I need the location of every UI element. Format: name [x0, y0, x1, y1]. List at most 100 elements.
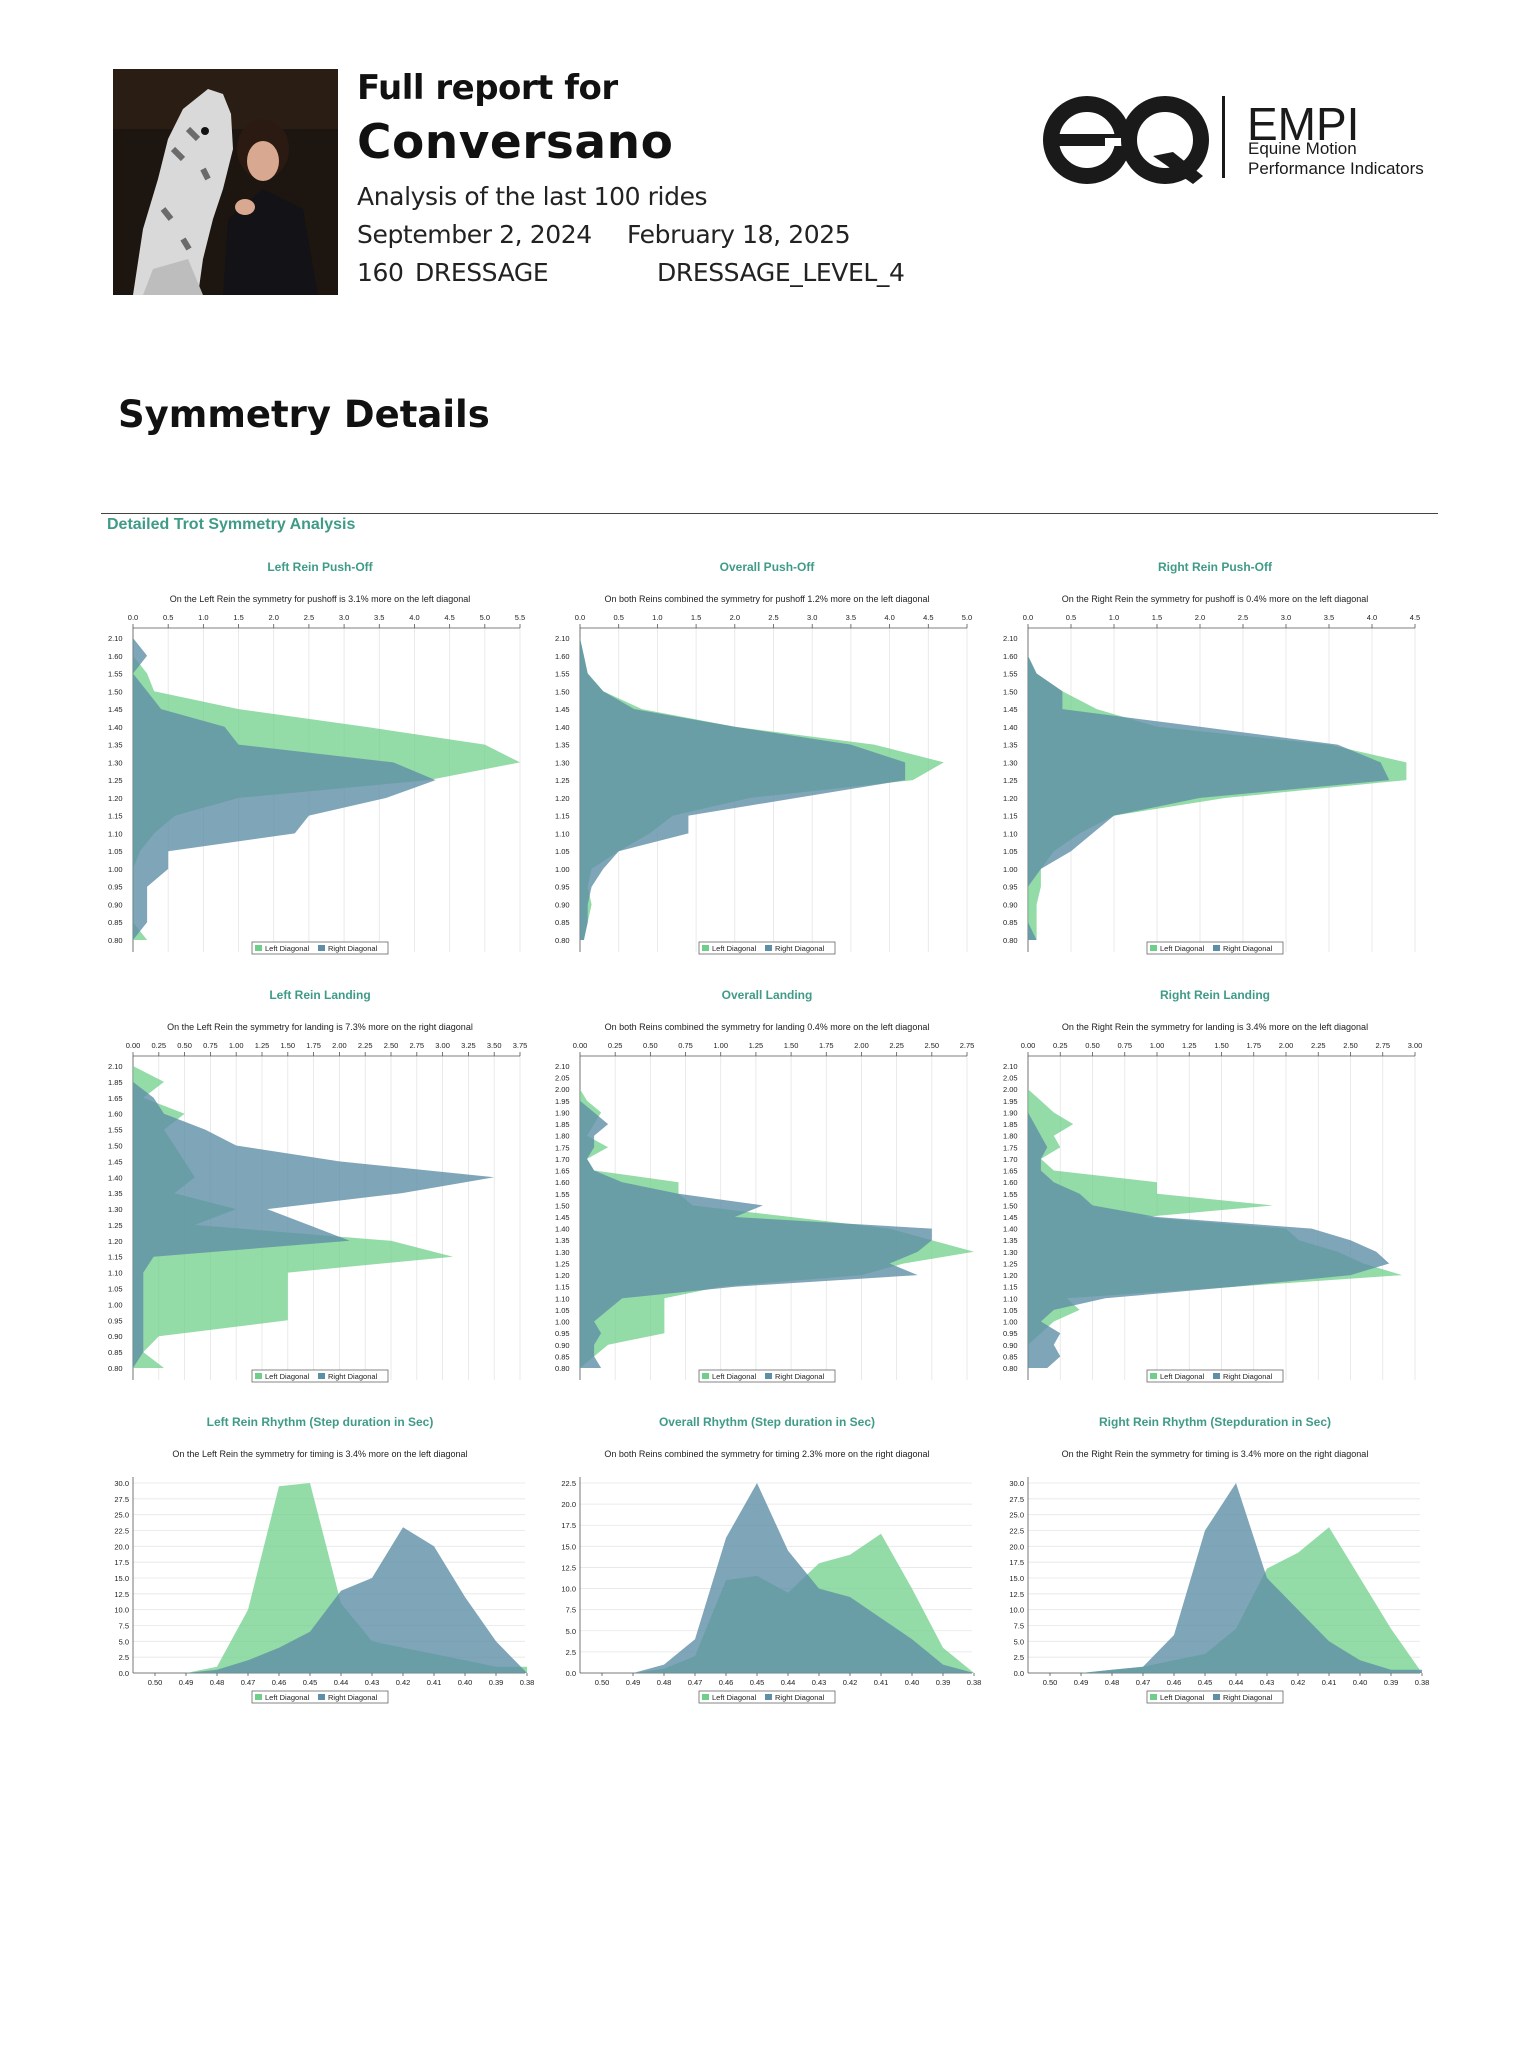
report-header: Full report for Conversano Analysis of t…	[357, 66, 905, 292]
x-tick-label: 0.75	[678, 1041, 693, 1050]
logo-line1: Equine Motion	[1248, 139, 1357, 158]
x-tick-label: 0.41	[1322, 1678, 1337, 1687]
date-range: September 2, 2024 February 18, 2025	[357, 216, 851, 254]
y-tick-label: 1.45	[1003, 705, 1018, 714]
legend-right-label: Right Diagonal	[328, 1372, 378, 1381]
y-tick-label: 1.80	[1003, 1132, 1018, 1141]
y-tick-label: 1.00	[1003, 1318, 1018, 1327]
y-tick-label: 22.5	[1009, 1527, 1024, 1536]
legend-right-label: Right Diagonal	[1223, 1693, 1273, 1702]
x-tick-label: 4.0	[884, 613, 894, 622]
x-tick-label: 1.5	[233, 613, 243, 622]
legend-left-swatch	[1150, 1373, 1157, 1379]
x-tick-label: 0.45	[750, 1678, 765, 1687]
x-tick-label: 5.5	[515, 613, 525, 622]
legend-left-swatch	[255, 1694, 262, 1700]
y-tick-label: 0.95	[555, 883, 570, 892]
x-tick-label: 1.25	[1182, 1041, 1197, 1050]
section-title: Symmetry Details	[118, 393, 490, 436]
chart-right-rein-rhythm: Right Rein Rhythm (Stepduration in Sec) O…	[1009, 1415, 1429, 1704]
y-tick-label: 1.50	[1003, 687, 1018, 696]
y-tick-label: 2.05	[1003, 1074, 1018, 1083]
y-tick-label: 1.60	[555, 1178, 570, 1187]
y-tick-label: 0.85	[555, 918, 570, 927]
legend-right-swatch	[1213, 1694, 1220, 1700]
x-tick-label: 2.0	[269, 613, 279, 622]
date-to: February 18, 2025	[627, 220, 851, 249]
x-tick-label: 0.49	[626, 1678, 641, 1687]
x-tick-label: 0.25	[1053, 1041, 1068, 1050]
y-tick-label: 15.0	[1009, 1574, 1024, 1583]
y-tick-label: 1.00	[555, 1318, 570, 1327]
y-tick-label: 1.90	[1003, 1108, 1018, 1117]
series-right-diagonal	[602, 1483, 974, 1673]
x-tick-label: 0.42	[1291, 1678, 1306, 1687]
y-tick-label: 0.0	[119, 1669, 129, 1678]
y-tick-label: 1.25	[108, 1221, 123, 1230]
y-tick-label: 7.5	[566, 1606, 576, 1615]
x-tick-label: 0.40	[458, 1678, 473, 1687]
chart-legend: Left Diagonal Right Diagonal	[698, 941, 836, 955]
y-tick-label: 1.90	[555, 1108, 570, 1117]
x-tick-label: 2.0	[730, 613, 740, 622]
y-tick-label: 1.20	[1003, 1271, 1018, 1280]
chart-legend: Left Diagonal Right Diagonal	[251, 1369, 389, 1383]
x-tick-label: 0.50	[595, 1678, 610, 1687]
date-from: September 2, 2024	[357, 220, 592, 249]
legend-left-swatch	[702, 1373, 709, 1379]
legend-left-swatch	[702, 945, 709, 951]
y-tick-label: 0.85	[555, 1352, 570, 1361]
y-tick-label: 0.95	[555, 1329, 570, 1338]
y-tick-label: 0.95	[108, 883, 123, 892]
x-tick-label: 0.39	[936, 1678, 951, 1687]
level: DRESSAGE_LEVEL_4	[657, 258, 905, 287]
y-tick-label: 0.95	[108, 1316, 123, 1325]
y-tick-label: 1.60	[555, 652, 570, 661]
legend-right-swatch	[318, 1694, 325, 1700]
horse-photo	[113, 69, 338, 295]
x-tick-label: 0.40	[905, 1678, 920, 1687]
y-tick-label: 25.0	[1009, 1511, 1024, 1520]
y-tick-label: 1.00	[108, 865, 123, 874]
y-tick-label: 1.25	[1003, 1259, 1018, 1268]
y-tick-label: 0.90	[1003, 1341, 1018, 1350]
x-tick-label: 2.25	[889, 1041, 904, 1050]
y-tick-label: 0.0	[1014, 1669, 1024, 1678]
chart-subtitle: On the Left Rein the symmetry for pushof…	[170, 594, 471, 604]
x-tick-label: 3.00	[435, 1041, 450, 1050]
legend-left-swatch	[1150, 1694, 1157, 1700]
legend-left-swatch	[255, 1373, 262, 1379]
x-tick-label: 0.0	[128, 613, 138, 622]
x-tick-label: 0.47	[241, 1678, 256, 1687]
x-tick-label: 3.25	[461, 1041, 476, 1050]
y-tick-label: 1.40	[1003, 723, 1018, 732]
y-tick-label: 1.15	[108, 812, 123, 821]
x-tick-label: 1.75	[1246, 1041, 1261, 1050]
series-right-diagonal	[1028, 1066, 1390, 1368]
y-tick-label: 1.55	[1003, 1190, 1018, 1199]
x-tick-label: 4.0	[1367, 613, 1377, 622]
chart-subtitle: On the Right Rein the symmetry for timin…	[1062, 1449, 1369, 1459]
y-tick-label: 0.80	[108, 936, 123, 945]
y-tick-label: 1.50	[555, 1201, 570, 1210]
x-tick-label: 0.48	[210, 1678, 225, 1687]
y-tick-label: 1.20	[555, 1271, 570, 1280]
y-tick-label: 0.90	[555, 900, 570, 909]
y-tick-label: 1.30	[555, 1248, 570, 1257]
x-tick-label: 3.75	[513, 1041, 528, 1050]
legend-left-label: Left Diagonal	[265, 1693, 310, 1702]
y-tick-label: 1.55	[108, 1126, 123, 1135]
chart-legend: Left Diagonal Right Diagonal	[251, 941, 389, 955]
y-tick-label: 1.25	[555, 776, 570, 785]
x-tick-label: 0.50	[1043, 1678, 1058, 1687]
y-tick-label: 1.35	[108, 1189, 123, 1198]
y-tick-label: 15.0	[561, 1542, 576, 1551]
x-tick-label: 2.5	[1238, 613, 1248, 622]
y-tick-label: 1.55	[108, 670, 123, 679]
y-tick-label: 1.75	[555, 1143, 570, 1152]
chart-left-rein-pushoff: Left Rein Push-Off On the Left Rein the s…	[108, 560, 525, 955]
y-tick-label: 1.40	[555, 723, 570, 732]
y-tick-label: 1.35	[108, 741, 123, 750]
y-tick-label: 2.05	[555, 1074, 570, 1083]
y-tick-label: 5.0	[566, 1627, 576, 1636]
